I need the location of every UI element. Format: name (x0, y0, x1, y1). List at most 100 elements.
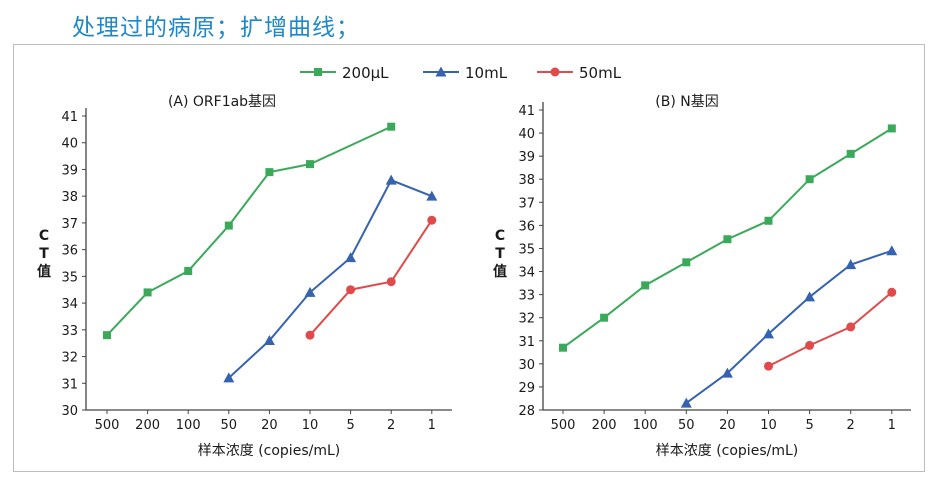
data-point (346, 285, 356, 295)
data-point (641, 281, 650, 290)
y-tick-label: 34 (61, 297, 78, 312)
y-tick-label: 29 (518, 381, 535, 396)
y-tick-label: 37 (61, 217, 78, 232)
y-tick-label: 41 (61, 110, 78, 125)
series-line-1 (228, 178, 433, 379)
legend: 200μL 10mL 50mL (300, 64, 622, 82)
legend-label-0: 200μL (342, 64, 389, 82)
data-point (223, 372, 235, 383)
series-line-2 (309, 219, 433, 336)
y-tick-label: 31 (518, 335, 535, 350)
x-tick-label: 2 (847, 418, 855, 433)
data-point (265, 168, 274, 177)
y-tick-label: 32 (61, 351, 78, 366)
x-tick-label: 20 (719, 418, 736, 433)
y-tick-label: 33 (518, 289, 535, 304)
data-point (304, 286, 316, 297)
data-point (682, 258, 691, 267)
y-tick-label: 39 (61, 163, 78, 178)
chart-orf1ab: (A) ORF1ab基因 30 31 32 33 34 35 36 37 38 39 40 41 500 2… (37, 93, 452, 459)
series-line-1 (685, 249, 893, 404)
y-tick-label: 37 (518, 196, 535, 211)
data-point (143, 288, 152, 297)
data-point (887, 124, 896, 133)
x-tick-label: 50 (221, 418, 238, 433)
data-point (306, 160, 314, 169)
y-tick-label: 36 (518, 219, 535, 234)
x-tick-label: 1 (888, 418, 896, 433)
y-tick-label: 35 (61, 270, 78, 285)
series-line-0 (106, 125, 392, 336)
x-tick-label: 500 (95, 418, 120, 433)
data-point (723, 235, 732, 244)
legend-label-1: 10mL (465, 64, 508, 82)
data-point (559, 343, 567, 352)
x-tick-label: 200 (592, 418, 617, 433)
y-tick-label: 30 (61, 404, 78, 419)
data-point (680, 397, 692, 408)
x-tick-label: 100 (633, 418, 658, 433)
x-tick-label: 1 (428, 418, 436, 433)
x-axis-label: 样本浓度 (copies/mL) (656, 443, 798, 459)
legend-marker-0 (314, 68, 322, 76)
x-tick-label: 5 (805, 418, 813, 433)
page-title: 处理过的病原；扩增曲线； (72, 15, 360, 41)
y-tick-label: 36 (61, 244, 78, 259)
figure-frame (13, 44, 925, 472)
data-point (886, 245, 898, 256)
data-point (385, 174, 397, 185)
data-point (103, 331, 111, 340)
y-tick-label: 38 (518, 173, 535, 188)
data-point (224, 221, 233, 230)
data-point (305, 330, 315, 340)
data-point (805, 340, 815, 350)
data-point (184, 267, 193, 276)
y-tick-label: 33 (61, 324, 78, 339)
y-tick-label: 31 (61, 377, 78, 392)
data-point (763, 328, 774, 339)
chart-title: (A) ORF1ab基因 (168, 93, 276, 110)
chart-title: (B) N基因 (655, 93, 718, 110)
y-tick-label: 32 (518, 312, 535, 327)
x-tick-label: 5 (346, 418, 354, 433)
data-point (804, 291, 816, 302)
legend-label-2: 50mL (579, 64, 622, 82)
y-tick-label: 41 (518, 104, 535, 119)
legend-marker-2 (550, 67, 560, 77)
data-point (846, 322, 856, 332)
data-point (426, 190, 438, 201)
series-line-2 (768, 291, 893, 368)
y-tick-label: 28 (518, 404, 535, 419)
x-tick-label: 10 (302, 418, 319, 433)
y-tick-label: 40 (518, 127, 535, 142)
data-point (387, 122, 396, 131)
data-point (805, 175, 814, 184)
x-axis-label: 样本浓度 (copies/mL) (198, 443, 340, 459)
x-tick-label: 500 (551, 418, 576, 433)
data-point (427, 215, 437, 225)
data-point (887, 287, 897, 297)
data-point (764, 216, 773, 225)
x-tick-label: 20 (261, 418, 278, 433)
y-tick-label: 30 (518, 358, 535, 373)
chart-n-gene: (B) N基因 28 29 30 31 32 33 34 35 36 37 38 39 40 41 500 20… (493, 93, 911, 459)
y-tick-label: 40 (61, 137, 78, 152)
data-point (846, 149, 855, 158)
y-tick-label: 34 (518, 266, 535, 281)
data-point (386, 277, 396, 287)
x-tick-label: 100 (176, 418, 201, 433)
data-point (764, 361, 773, 371)
data-point (345, 252, 357, 263)
y-tick-label: 35 (518, 242, 535, 257)
x-tick-label: 2 (387, 418, 395, 433)
y-tick-label: 39 (518, 150, 535, 165)
y-tick-label: 38 (61, 190, 78, 205)
data-point (263, 335, 275, 346)
data-point (600, 313, 609, 322)
x-tick-label: 50 (678, 418, 695, 433)
data-point (721, 367, 733, 378)
x-tick-label: 10 (760, 418, 777, 433)
